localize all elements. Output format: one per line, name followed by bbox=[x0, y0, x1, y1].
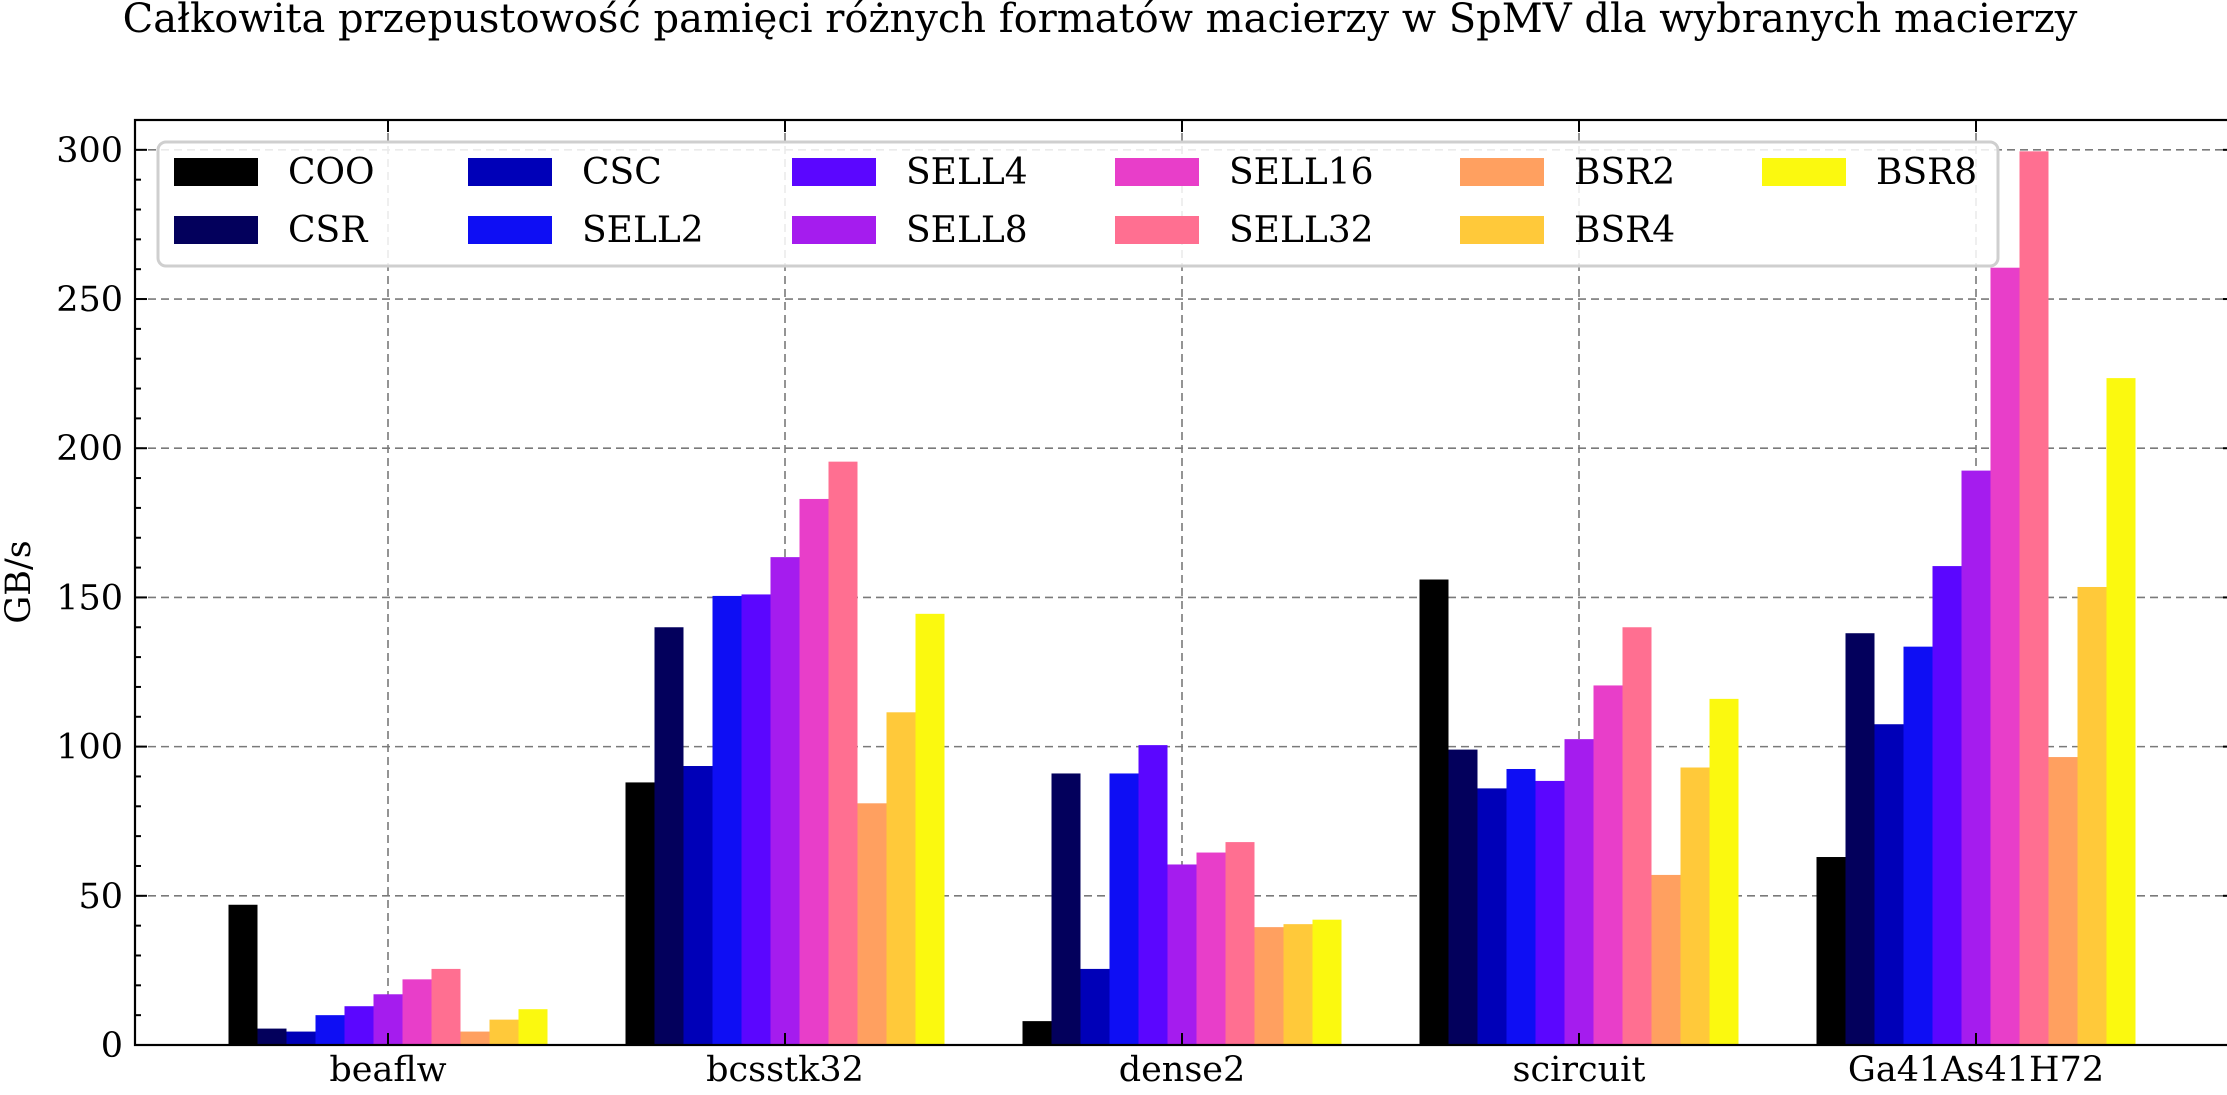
bar-sell16-dense2 bbox=[1196, 852, 1226, 1045]
axes bbox=[133, 118, 2227, 1047]
bar-bsr8-beaflw bbox=[518, 1009, 548, 1045]
bar-sell4-dense2 bbox=[1138, 745, 1168, 1045]
bar-bsr4-bcsstk32 bbox=[886, 712, 916, 1045]
bar-sell32-scircuit bbox=[1622, 627, 1652, 1045]
x-tick-label: scircuit bbox=[1513, 1050, 1646, 1090]
legend-label-bsr8: BSR8 bbox=[1876, 152, 1977, 193]
chart-title: Całkowita przepustowość pamięci różnych … bbox=[123, 0, 2078, 42]
bar-sell2-beaflw bbox=[315, 1015, 345, 1045]
bar-coo-ga41as41h72 bbox=[1816, 857, 1846, 1045]
bar-bsr2-scircuit bbox=[1651, 874, 1681, 1045]
legend-swatch-sell2 bbox=[468, 216, 552, 244]
legend-swatch-bsr8 bbox=[1762, 158, 1846, 186]
y-tick-label: 300 bbox=[56, 131, 123, 171]
y-axis-ticks: 0 50 100 150 200 250 300 bbox=[56, 119, 2227, 1066]
x-tick-label: bcsstk32 bbox=[706, 1050, 864, 1090]
bar-csc-beaflw bbox=[286, 1031, 316, 1045]
legend-swatch-csc bbox=[468, 158, 552, 186]
legend-label-sell2: SELL2 bbox=[582, 210, 704, 251]
bar-sell8-bcsstk32 bbox=[770, 557, 800, 1045]
legend-label-csc: CSC bbox=[582, 152, 662, 193]
bars bbox=[228, 151, 2136, 1046]
bar-bsr4-beaflw bbox=[489, 1019, 519, 1045]
legend-frame bbox=[156, 140, 2000, 268]
bar-sell32-dense2 bbox=[1225, 842, 1255, 1045]
x-tick-label: dense2 bbox=[1119, 1050, 1246, 1090]
legend-label-sell4: SELL4 bbox=[906, 152, 1028, 193]
x-tick-label: Ga41As41H72 bbox=[1848, 1050, 2104, 1090]
legend-label-bsr2: BSR2 bbox=[1574, 152, 1675, 193]
bar-bsr4-dense2 bbox=[1283, 924, 1313, 1045]
bar-bsr4-ga41as41h72 bbox=[2077, 586, 2107, 1045]
legend-label-bsr4: BSR4 bbox=[1574, 210, 1675, 251]
legend-swatch-csr bbox=[174, 216, 258, 244]
x-tick-label: beaflw bbox=[329, 1050, 446, 1090]
bar-bsr2-beaflw bbox=[460, 1031, 490, 1045]
legend-swatch-sell4 bbox=[792, 158, 876, 186]
legend-label-sell16: SELL16 bbox=[1229, 152, 1374, 193]
bar-csc-bcsstk32 bbox=[683, 766, 713, 1045]
legend-swatch-sell16 bbox=[1115, 158, 1199, 186]
bar-csr-ga41as41h72 bbox=[1845, 633, 1875, 1045]
y-tick-label: 50 bbox=[78, 877, 123, 917]
y-tick-label: 200 bbox=[56, 429, 123, 469]
bar-csc-dense2 bbox=[1080, 968, 1110, 1045]
bar-coo-bcsstk32 bbox=[625, 782, 655, 1045]
bar-sell16-beaflw bbox=[402, 979, 432, 1045]
y-tick-label: 150 bbox=[56, 578, 123, 618]
bar-bsr2-dense2 bbox=[1254, 927, 1284, 1045]
bar-sell4-bcsstk32 bbox=[741, 594, 771, 1045]
y-axis-label: GB/s bbox=[0, 540, 39, 623]
bar-sell8-scircuit bbox=[1564, 739, 1594, 1045]
bar-csr-beaflw bbox=[257, 1028, 287, 1045]
legend-swatch-sell8 bbox=[792, 216, 876, 244]
bar-bsr8-dense2 bbox=[1312, 919, 1342, 1045]
bar-sell2-bcsstk32 bbox=[712, 595, 742, 1045]
bar-coo-dense2 bbox=[1022, 1021, 1052, 1045]
bar-csc-scircuit bbox=[1477, 788, 1507, 1045]
legend-label-sell8: SELL8 bbox=[906, 210, 1028, 251]
plot-frame bbox=[133, 118, 2227, 1047]
bar-bsr8-scircuit bbox=[1709, 698, 1739, 1045]
legend-swatch-bsr2 bbox=[1460, 158, 1544, 186]
legend-label-csr: CSR bbox=[288, 210, 368, 251]
bar-sell16-bcsstk32 bbox=[799, 498, 829, 1045]
legend-swatch-bsr4 bbox=[1460, 216, 1544, 244]
bar-csr-scircuit bbox=[1448, 749, 1478, 1045]
bar-sell2-scircuit bbox=[1506, 768, 1536, 1045]
bar-bsr2-bcsstk32 bbox=[857, 803, 887, 1045]
bar-csc-ga41as41h72 bbox=[1874, 724, 1904, 1045]
bar-bsr4-scircuit bbox=[1680, 767, 1710, 1045]
legend: COO CSR CSC SELL2 SELL4 SELL8 SELL16 SELL32 BSR2… bbox=[156, 140, 2000, 268]
legend-swatch-sell32 bbox=[1115, 216, 1199, 244]
legend-label-sell32: SELL32 bbox=[1229, 210, 1374, 251]
bar-sell32-beaflw bbox=[431, 968, 461, 1045]
y-tick-label: 0 bbox=[101, 1026, 123, 1066]
bar-sell8-dense2 bbox=[1167, 864, 1197, 1045]
bar-sell16-scircuit bbox=[1593, 685, 1623, 1045]
bar-sell16-ga41as41h72 bbox=[1990, 267, 2020, 1045]
legend-swatch-coo bbox=[174, 158, 258, 186]
x-axis-ticks: beaflw bcsstk32 dense2 scircuit Ga41As41H72 bbox=[329, 120, 2104, 1090]
bar-sell2-ga41as41h72 bbox=[1903, 646, 1933, 1045]
bar-sell4-ga41as41h72 bbox=[1932, 566, 1962, 1045]
bar-sell4-beaflw bbox=[344, 1006, 374, 1045]
bar-bsr8-ga41as41h72 bbox=[2106, 378, 2136, 1045]
bar-sell32-bcsstk32 bbox=[828, 461, 858, 1046]
bar-coo-beaflw bbox=[228, 904, 258, 1045]
y-tick-label: 250 bbox=[56, 280, 123, 320]
bar-coo-scircuit bbox=[1419, 579, 1449, 1045]
bar-sell2-dense2 bbox=[1109, 773, 1139, 1045]
bar-sell8-ga41as41h72 bbox=[1961, 470, 1991, 1045]
bar-bsr8-bcsstk32 bbox=[915, 613, 945, 1045]
legend-label-coo: COO bbox=[288, 152, 375, 193]
y-tick-label: 100 bbox=[56, 728, 123, 768]
bar-bsr2-ga41as41h72 bbox=[2048, 757, 2078, 1045]
bar-csr-dense2 bbox=[1051, 773, 1081, 1045]
bar-sell32-ga41as41h72 bbox=[2019, 151, 2049, 1046]
bar-sell4-scircuit bbox=[1535, 780, 1565, 1045]
bar-csr-bcsstk32 bbox=[654, 627, 684, 1045]
